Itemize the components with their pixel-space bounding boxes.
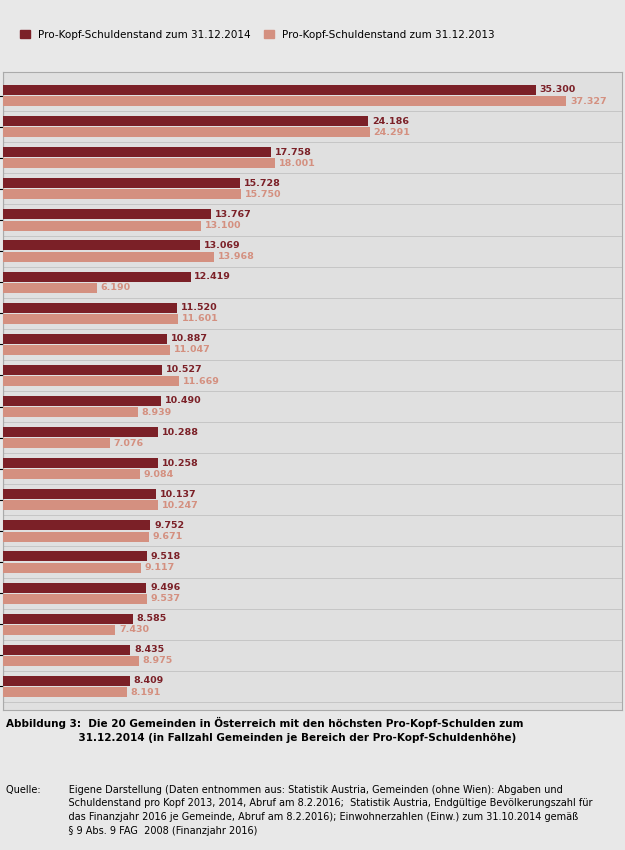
Text: 17.758: 17.758	[275, 148, 312, 156]
Text: 9.117: 9.117	[144, 564, 175, 572]
Text: 10.258: 10.258	[162, 459, 199, 468]
Text: 6.190: 6.190	[101, 283, 131, 292]
Text: 11.520: 11.520	[181, 303, 218, 312]
Text: 11.047: 11.047	[174, 345, 211, 354]
Text: 9.518: 9.518	[151, 552, 181, 561]
Bar	[3, 376, 179, 386]
Text: 9.084: 9.084	[144, 470, 174, 479]
Bar	[3, 676, 130, 686]
Bar	[3, 501, 158, 510]
Bar	[3, 687, 127, 697]
Bar	[3, 439, 110, 448]
Text: 10.527: 10.527	[166, 366, 202, 374]
Bar	[3, 396, 161, 406]
Bar	[3, 272, 191, 281]
Text: 13.968: 13.968	[217, 252, 254, 261]
Text: 10.887: 10.887	[171, 334, 208, 343]
Text: 13.767: 13.767	[214, 210, 251, 218]
Bar	[3, 85, 536, 95]
Text: 24.186: 24.186	[372, 116, 409, 126]
Bar	[3, 209, 211, 219]
Bar	[3, 490, 156, 499]
Text: 8.191: 8.191	[131, 688, 161, 696]
Text: 35.300: 35.300	[539, 86, 576, 94]
Text: Abbildung 3:  Die 20 Gemeinden in Österreich mit den höchsten Pro-Kopf-Schulden : Abbildung 3: Die 20 Gemeinden in Österre…	[6, 717, 524, 743]
Bar	[3, 345, 170, 355]
Bar	[3, 190, 241, 200]
Text: 12.419: 12.419	[194, 272, 231, 281]
Bar	[3, 563, 141, 573]
Bar	[3, 582, 146, 592]
Bar	[3, 116, 368, 126]
Bar	[3, 147, 271, 157]
Bar	[3, 221, 201, 230]
Text: 9.537: 9.537	[151, 594, 181, 604]
Bar	[3, 407, 138, 417]
Bar	[3, 614, 132, 624]
Bar	[3, 458, 158, 468]
Text: 9.496: 9.496	[150, 583, 181, 592]
Bar	[3, 427, 158, 437]
Bar	[3, 128, 370, 137]
Text: 8.939: 8.939	[142, 408, 172, 416]
Bar	[3, 520, 150, 530]
Legend: Pro-Kopf-Schuldenstand zum 31.12.2014, Pro-Kopf-Schuldenstand zum 31.12.2013: Pro-Kopf-Schuldenstand zum 31.12.2014, P…	[16, 26, 499, 44]
Text: 10.288: 10.288	[162, 428, 199, 437]
Text: 11.669: 11.669	[183, 377, 220, 386]
Text: 10.247: 10.247	[161, 501, 198, 510]
Text: 18.001: 18.001	[279, 159, 315, 167]
Bar	[3, 252, 214, 262]
Text: 13.069: 13.069	[204, 241, 241, 250]
Bar	[3, 469, 140, 479]
Text: 8.435: 8.435	[134, 645, 164, 654]
Bar	[3, 531, 149, 541]
Text: 9.752: 9.752	[154, 521, 184, 530]
Text: 13.100: 13.100	[204, 221, 241, 230]
Bar	[3, 594, 147, 604]
Text: 8.409: 8.409	[134, 677, 164, 685]
Text: Quelle:         Eigene Darstellung (Daten entnommen aus: Statistik Austria, Geme: Quelle: Eigene Darstellung (Daten entnom…	[6, 785, 592, 836]
Text: 37.327: 37.327	[570, 97, 607, 105]
Text: 10.490: 10.490	[165, 396, 202, 405]
Bar	[3, 552, 147, 561]
Bar	[3, 365, 162, 375]
Text: 8.975: 8.975	[142, 656, 172, 666]
Text: 7.076: 7.076	[114, 439, 144, 448]
Text: 9.671: 9.671	[153, 532, 183, 541]
Bar	[3, 656, 139, 666]
Bar	[3, 303, 177, 313]
Bar	[3, 645, 131, 654]
Text: 11.601: 11.601	[182, 314, 219, 323]
Bar	[3, 283, 96, 292]
Bar	[3, 314, 178, 324]
Text: 7.430: 7.430	[119, 626, 149, 634]
Bar	[3, 241, 201, 251]
Text: 15.750: 15.750	[244, 190, 281, 199]
Text: 15.728: 15.728	[244, 178, 281, 188]
Bar	[3, 96, 566, 106]
Text: 24.291: 24.291	[374, 128, 411, 137]
Text: 10.137: 10.137	[160, 490, 196, 499]
Bar	[3, 334, 168, 343]
Bar	[3, 158, 275, 168]
Bar	[3, 178, 241, 188]
Text: 8.585: 8.585	[136, 615, 167, 623]
Bar	[3, 625, 115, 635]
